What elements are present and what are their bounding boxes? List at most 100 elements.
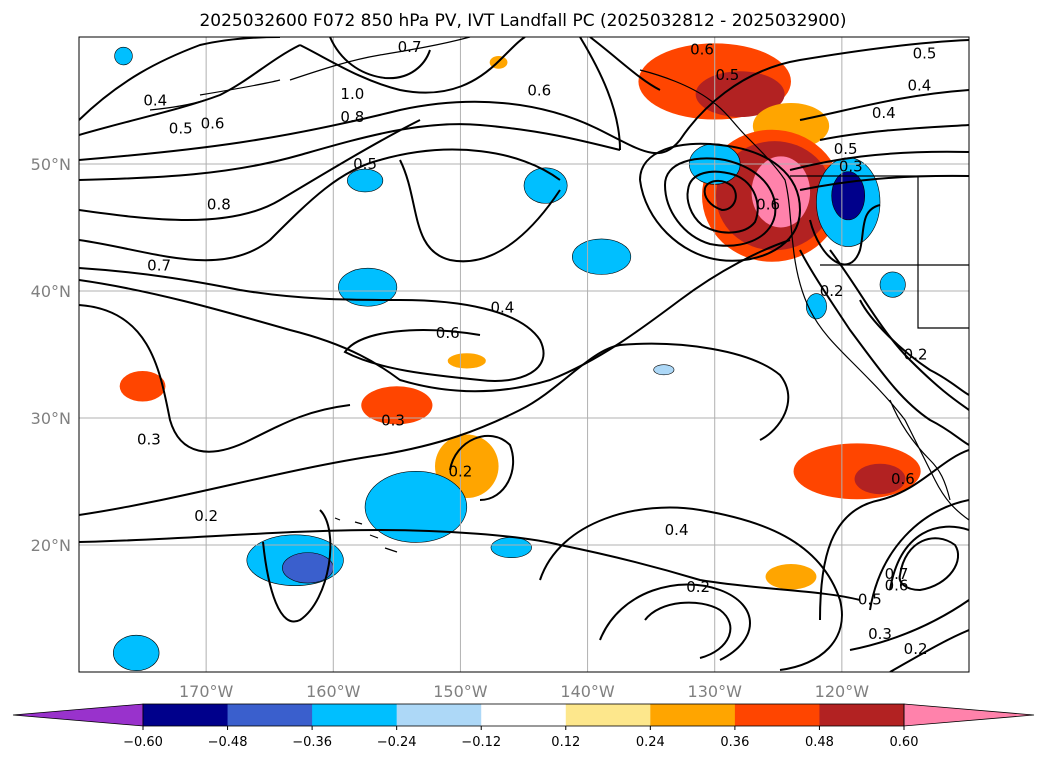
contour-label: 0.6 [527, 81, 551, 99]
contour-line [859, 299, 969, 396]
colorbar-tick-label: −0.60 [123, 735, 163, 750]
contour-line [889, 525, 969, 591]
pv-shaded-region [361, 386, 433, 425]
contour-line [79, 239, 791, 393]
contour-label: 0.3 [137, 431, 161, 449]
contour-label: 0.8 [207, 196, 231, 214]
colorbar-segment [650, 704, 736, 726]
colorbar-tick-label: 0.60 [890, 735, 919, 750]
contour-lines [79, 37, 969, 672]
colorbar-segment [396, 704, 482, 726]
contour-line [639, 142, 802, 262]
colorbar-tick-label: 0.48 [805, 735, 834, 750]
colorbar-segment [481, 704, 567, 726]
contour-label: 0.5 [913, 45, 937, 63]
contour-line [809, 204, 881, 266]
contour-line [79, 119, 421, 221]
contour-line [299, 37, 526, 94]
contour-label: 0.6 [891, 470, 915, 488]
pv-shaded-region [346, 168, 384, 193]
contour-label: 0.2 [820, 282, 844, 300]
map-frame [78, 36, 970, 673]
pv-shaded-region [447, 353, 486, 369]
contour-line [599, 583, 751, 661]
border-states [820, 176, 969, 329]
contour-line [799, 89, 969, 121]
contour-label: 0.2 [904, 346, 928, 364]
contour-label: 0.6 [201, 114, 225, 132]
colorbar-tick-label: 0.24 [636, 735, 665, 750]
x-tick-label: 160°W [306, 682, 361, 701]
pv-shaded-region [364, 471, 468, 543]
contour-line [329, 37, 431, 80]
contour-label: 0.6 [690, 41, 714, 59]
pv-shaded-region [751, 156, 811, 228]
contour-label: 0.7 [147, 257, 171, 275]
contour-line [79, 148, 561, 262]
pv-shaded-region [765, 564, 817, 590]
axis-ticks: 170°W 160°W 150°W 140°W 130°W 120°W 20°N 30°N 40… [31, 155, 870, 701]
pv-shaded-region [119, 371, 166, 402]
contour-label: 0.5 [169, 119, 193, 137]
contour-line [644, 601, 732, 659]
pv-shaded-region [653, 364, 675, 376]
contour-line [79, 37, 281, 121]
contour-label: 0.4 [872, 104, 896, 122]
contour-line [79, 123, 621, 181]
contour-label: 0.3 [381, 412, 405, 430]
pv-shaded-region [831, 171, 866, 221]
contour-line [889, 629, 969, 672]
contour-label-layer: 0.60.50.61.00.80.60.50.40.50.80.70.40.60… [137, 38, 936, 658]
contour-label: 0.2 [904, 640, 928, 658]
contour-line [898, 537, 960, 592]
y-tick-label: 30°N [31, 409, 71, 428]
contour-label: 0.4 [907, 76, 931, 94]
contour-label: 0.4 [665, 521, 689, 539]
coastline-baja [889, 399, 951, 501]
y-tick-label: 50°N [31, 155, 71, 174]
colorbar-extend-low [12, 703, 144, 727]
contour-line [589, 37, 661, 91]
contour-line [799, 249, 969, 446]
colorbar-tick-label: 0.36 [720, 735, 749, 750]
contour-line [79, 44, 301, 136]
contour-line [664, 157, 777, 247]
colorbar-tick-label: −0.24 [377, 735, 417, 750]
contour-label: 0.6 [885, 577, 909, 595]
contour-line [789, 150, 969, 171]
map-area: 0.60.50.61.00.80.60.50.40.50.80.70.40.60… [79, 37, 969, 672]
colorbar-segment [143, 704, 229, 726]
colorbar-frame [142, 703, 905, 727]
contour-label: 0.4 [490, 299, 514, 317]
hawaii-islands [334, 517, 398, 553]
x-tick-label: 140°W [560, 682, 615, 701]
x-tick-label: 130°W [688, 682, 743, 701]
coastline-north-america [639, 69, 969, 521]
contour-label: 0.4 [143, 92, 167, 110]
contour-label: 0.7 [398, 38, 422, 56]
x-tick-label: 170°W [179, 682, 234, 701]
contour-label: 0.5 [858, 591, 882, 609]
contour-label: 0.2 [194, 507, 218, 525]
pv-shaded-region [113, 634, 160, 672]
pv-shaded-region [490, 537, 532, 559]
contour-line [686, 170, 759, 234]
colorbar-extend-high [903, 703, 1035, 727]
contour-line [849, 599, 969, 651]
contour-line [869, 499, 969, 611]
coastline-alaska [289, 37, 471, 81]
coastlines [149, 37, 969, 553]
colorbar-segment [565, 704, 651, 726]
contour-label: 0.2 [448, 462, 472, 480]
contour-line [819, 449, 969, 621]
contour-label: 0.2 [686, 578, 710, 596]
contour-line [79, 528, 861, 601]
contour-label: 0.5 [715, 66, 739, 84]
contour-label: 0.5 [353, 155, 377, 173]
colorbar-segment [734, 704, 820, 726]
contour-label: 0.5 [834, 140, 858, 158]
y-tick-label: 20°N [31, 536, 71, 555]
contour-label: 0.6 [756, 196, 780, 214]
contour-line [79, 267, 545, 382]
pv-shaded-region [523, 167, 568, 204]
